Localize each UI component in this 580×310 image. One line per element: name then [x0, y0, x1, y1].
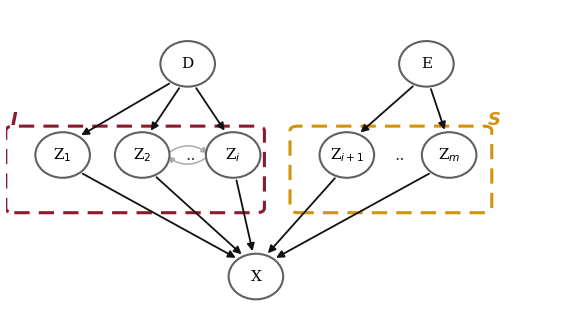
Text: Z$_{i+1}$: Z$_{i+1}$ [329, 146, 364, 164]
Text: Z$_1$: Z$_1$ [53, 146, 72, 164]
Text: E: E [421, 57, 432, 71]
Text: Z$_m$: Z$_m$ [438, 146, 461, 164]
Text: I: I [10, 111, 17, 129]
Text: Z$_2$: Z$_2$ [133, 146, 151, 164]
Ellipse shape [422, 132, 476, 178]
Ellipse shape [320, 132, 374, 178]
Text: ..: .. [394, 147, 405, 163]
Ellipse shape [229, 254, 283, 299]
Text: D: D [182, 57, 194, 71]
Ellipse shape [115, 132, 169, 178]
Text: Z$_i$: Z$_i$ [226, 146, 241, 164]
Text: S: S [488, 111, 501, 129]
Text: X: X [251, 269, 262, 284]
Text: ..: .. [186, 147, 197, 163]
Ellipse shape [206, 132, 260, 178]
Ellipse shape [399, 41, 454, 87]
Ellipse shape [35, 132, 90, 178]
Ellipse shape [161, 41, 215, 87]
